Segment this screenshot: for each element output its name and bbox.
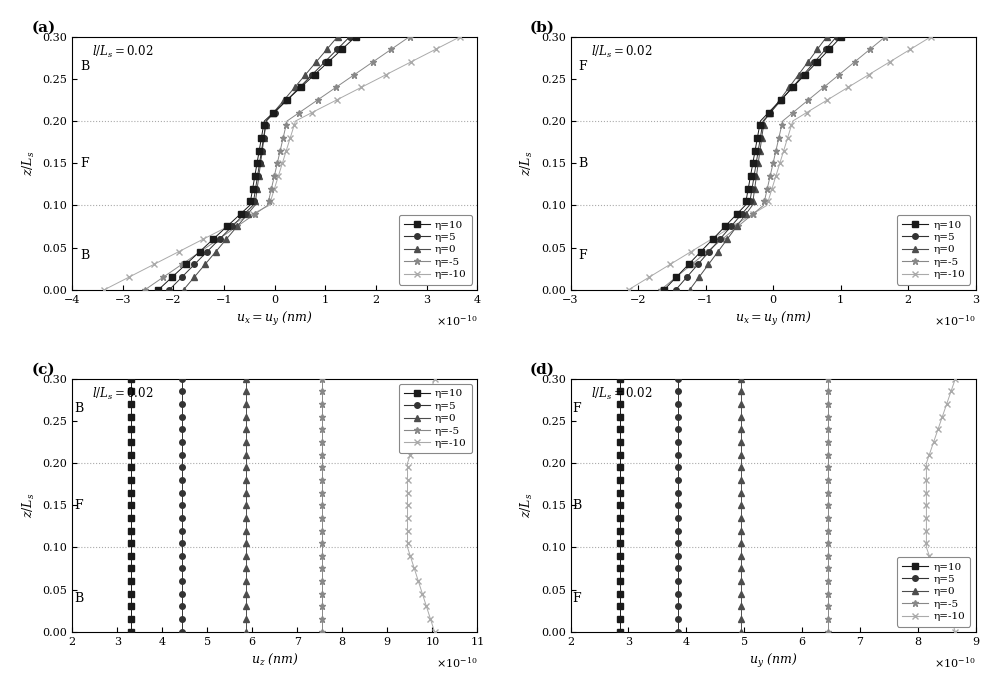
Text: F: F (80, 157, 89, 170)
Y-axis label: $z/L_s$: $z/L_s$ (21, 151, 37, 176)
Text: F: F (579, 249, 587, 263)
Text: $\times10^{-10}$: $\times10^{-10}$ (436, 655, 477, 670)
Text: B: B (80, 59, 90, 73)
Text: B: B (74, 591, 84, 605)
Text: $\times10^{-10}$: $\times10^{-10}$ (436, 313, 477, 328)
Text: (b): (b) (530, 21, 555, 35)
Text: F: F (579, 59, 587, 73)
Legend: η=10, η=5, η=0, η=-5, η=-10: η=10, η=5, η=0, η=-5, η=-10 (399, 215, 472, 285)
Legend: η=10, η=5, η=0, η=-5, η=-10: η=10, η=5, η=0, η=-5, η=-10 (897, 557, 970, 627)
X-axis label: $u_x=u_y$ (nm): $u_x=u_y$ (nm) (236, 310, 313, 328)
X-axis label: $u_y$ (nm): $u_y$ (nm) (749, 652, 797, 670)
Text: F: F (573, 401, 581, 415)
Text: $\times10^{-10}$: $\times10^{-10}$ (934, 313, 976, 328)
Y-axis label: $z/L_s$: $z/L_s$ (21, 493, 37, 518)
Legend: η=10, η=5, η=0, η=-5, η=-10: η=10, η=5, η=0, η=-5, η=-10 (399, 384, 472, 453)
Text: $l/L_s=0.02$: $l/L_s=0.02$ (92, 44, 154, 60)
X-axis label: $u_x=u_y$ (nm): $u_x=u_y$ (nm) (735, 310, 812, 328)
Text: (a): (a) (32, 21, 56, 35)
Text: B: B (80, 249, 90, 263)
Legend: η=10, η=5, η=0, η=-5, η=-10: η=10, η=5, η=0, η=-5, η=-10 (897, 215, 970, 285)
Text: B: B (573, 499, 582, 512)
Text: B: B (579, 157, 588, 170)
Text: B: B (74, 401, 84, 415)
Text: (c): (c) (32, 363, 55, 377)
Text: (d): (d) (530, 363, 555, 377)
Y-axis label: $z/L_s$: $z/L_s$ (519, 151, 535, 176)
Text: $l/L_s=0.02$: $l/L_s=0.02$ (591, 44, 652, 60)
Text: $\times10^{-10}$: $\times10^{-10}$ (934, 655, 976, 670)
X-axis label: $u_z$ (nm): $u_z$ (nm) (251, 652, 299, 668)
Y-axis label: $z/L_s$: $z/L_s$ (519, 493, 535, 518)
Text: F: F (573, 591, 581, 605)
Text: F: F (74, 499, 83, 512)
Text: $l/L_s=0.02$: $l/L_s=0.02$ (591, 386, 652, 402)
Text: $l/L_s=0.02$: $l/L_s=0.02$ (92, 386, 154, 402)
